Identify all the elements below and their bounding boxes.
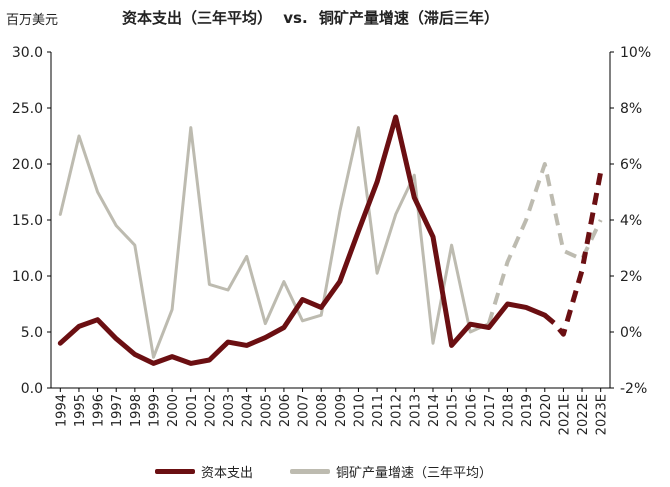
y-left-tick-label: 5.0 [21,325,43,341]
legend-swatch-copper [290,468,330,474]
x-tick-label: 1998 [129,394,144,427]
series-line-capex [57,114,548,366]
x-tick-label: 2009 [334,394,349,427]
legend: 资本支出 铜矿产量增速（三年平均） [0,461,670,481]
y-right-tick-label: 4% [620,213,642,229]
x-tick-label: 2001 [185,394,200,427]
x-tick-label: 1994 [54,394,69,427]
x-tick-label: 1995 [73,394,88,427]
series-line-copper-growth-forecast [486,162,603,325]
legend-label-capex: 资本支出 [201,465,254,481]
series-line-capex-forecast [543,171,604,337]
y-left-tick-label: 20.0 [12,157,43,173]
x-tick-label: 2015 [446,394,461,427]
series-line-copper-growth [58,126,491,359]
x-tick-label: 2014 [427,394,442,427]
x-tick-label: 1996 [92,394,107,427]
x-tick-label: 2013 [408,394,423,427]
y-axis-unit-label: 百万美元 [6,13,59,28]
legend-label-copper: 铜矿产量增速（三年平均） [336,465,493,481]
y-right-tick-label: 6% [620,157,642,173]
y-right-tick-label: 10% [620,45,651,61]
y-left-tick-label: 0.0 [21,381,43,397]
x-tick-label: 2007 [297,394,312,427]
x-tick-label: 2002 [203,394,218,427]
x-tick-label: 2019 [520,394,535,427]
y-right-tick-label: -2% [620,381,647,397]
x-tick-label: 2010 [352,394,367,427]
y-right-tick-label: 2% [620,269,642,285]
title-left: 资本支出（三年平均） [122,9,273,27]
x-tick-label: 2021E [557,394,572,435]
y-left-tick-label: 25.0 [12,101,43,117]
legend-swatch-capex [155,468,195,474]
legend-item-capex: 资本支出 [155,461,253,481]
x-tick-label: 2022E [576,394,591,435]
title-right: 铜矿产量增速（滞后三年） [318,9,499,27]
x-tick-label: 2005 [259,394,274,427]
x-tick-label: 2006 [278,394,293,427]
x-tick-label: 2017 [483,394,498,427]
chart-title: 资本支出（三年平均） vs. 铜矿产量增速（滞后三年） [122,7,499,28]
x-tick-label: 2012 [390,394,405,427]
x-tick-label: 2003 [222,394,237,427]
x-tick-label: 2023E [595,394,610,435]
y-right-tick-label: 8% [620,101,642,117]
x-tick-label: 2018 [502,394,517,427]
x-tick-label: 1997 [110,394,125,427]
title-vs: vs. [283,9,308,27]
y-left-tick-label: 15.0 [12,213,43,229]
y-left-tick-label: 30.0 [12,45,43,61]
y-right-tick-label: 0% [620,325,642,341]
x-tick-label: 2016 [464,394,479,427]
x-tick-label: 2008 [315,394,330,427]
x-tick-label: 2000 [166,394,181,427]
x-tick-label: 2004 [241,394,256,427]
x-tick-label: 2020 [539,394,554,427]
x-tick-label: 1999 [147,394,162,427]
legend-item-copper: 铜矿产量增速（三年平均） [290,461,492,481]
y-left-tick-label: 10.0 [12,269,43,285]
x-tick-label: 2011 [371,394,386,427]
